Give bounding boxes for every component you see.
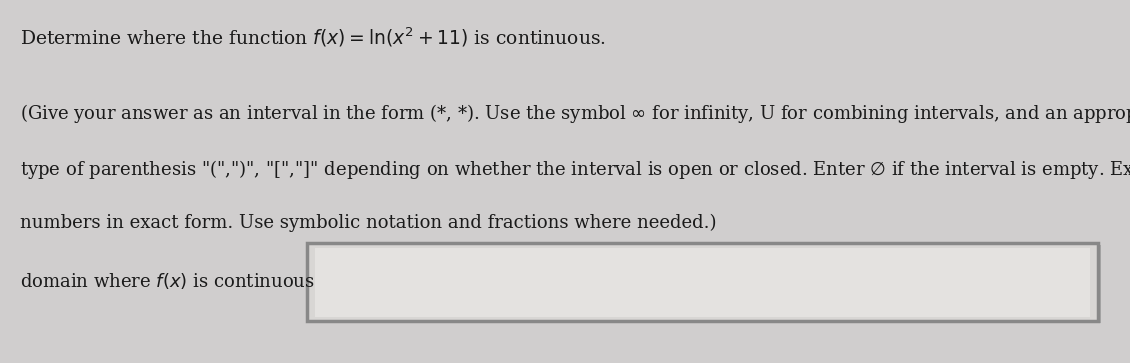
FancyBboxPatch shape [315,248,1090,317]
Text: numbers in exact form. Use symbolic notation and fractions where needed.): numbers in exact form. Use symbolic nota… [20,214,716,232]
FancyBboxPatch shape [310,245,1101,323]
FancyBboxPatch shape [307,243,1098,321]
Text: domain where $f(x)$ is continuous:: domain where $f(x)$ is continuous: [20,271,320,291]
Text: Determine where the function $f(x) = \ln(x^2 + 11)$ is continuous.: Determine where the function $f(x) = \ln… [20,25,607,49]
Text: type of parenthesis "(",")", "[","]" depending on whether the interval is open o: type of parenthesis "(",")", "[","]" dep… [20,158,1130,181]
Text: (Give your answer as an interval in the form (*, *). Use the symbol $\infty$ for: (Give your answer as an interval in the … [20,102,1130,125]
